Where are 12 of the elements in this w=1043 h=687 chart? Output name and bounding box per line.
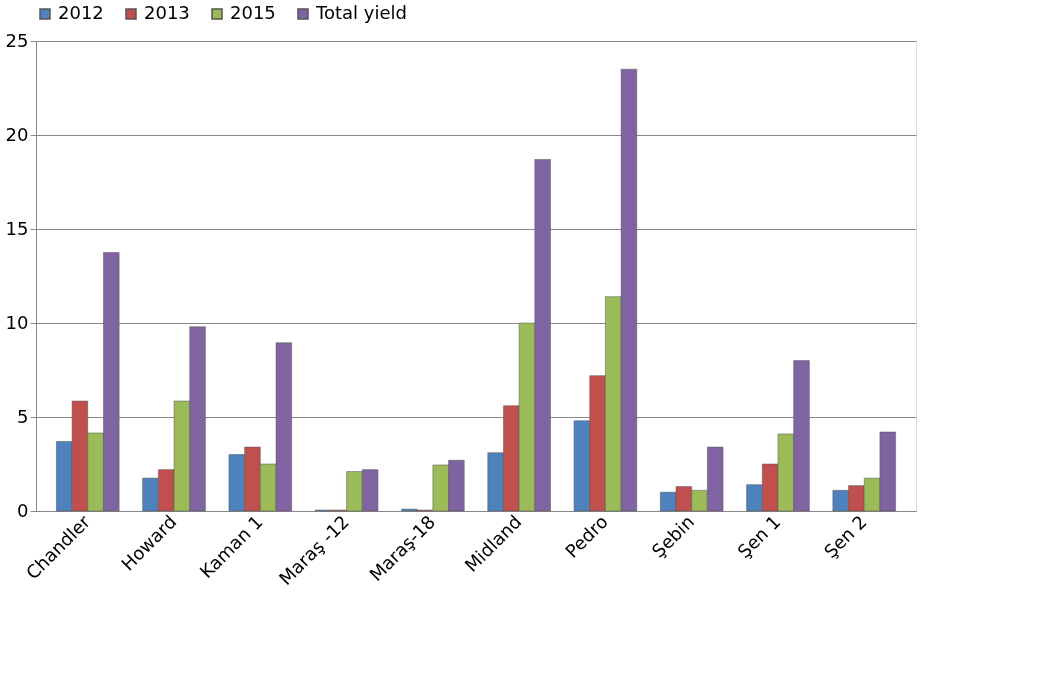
y-tick-label: 25 xyxy=(5,29,29,51)
legend-label: 2013 xyxy=(144,2,190,23)
x-tick-label: Şen 1 xyxy=(733,511,785,562)
x-tick-label: Şen 2 xyxy=(819,511,871,562)
y-tick-label: 10 xyxy=(5,311,29,333)
y-tick-label: 20 xyxy=(5,123,29,145)
legend-label: 2012 xyxy=(58,2,104,23)
y-tick-label: 15 xyxy=(5,217,29,239)
y-tick-label: 5 xyxy=(17,405,29,427)
y-tick-label: 0 xyxy=(17,499,29,521)
legend-label: 2015 xyxy=(230,2,276,23)
legend-label: Total yield xyxy=(315,2,407,23)
